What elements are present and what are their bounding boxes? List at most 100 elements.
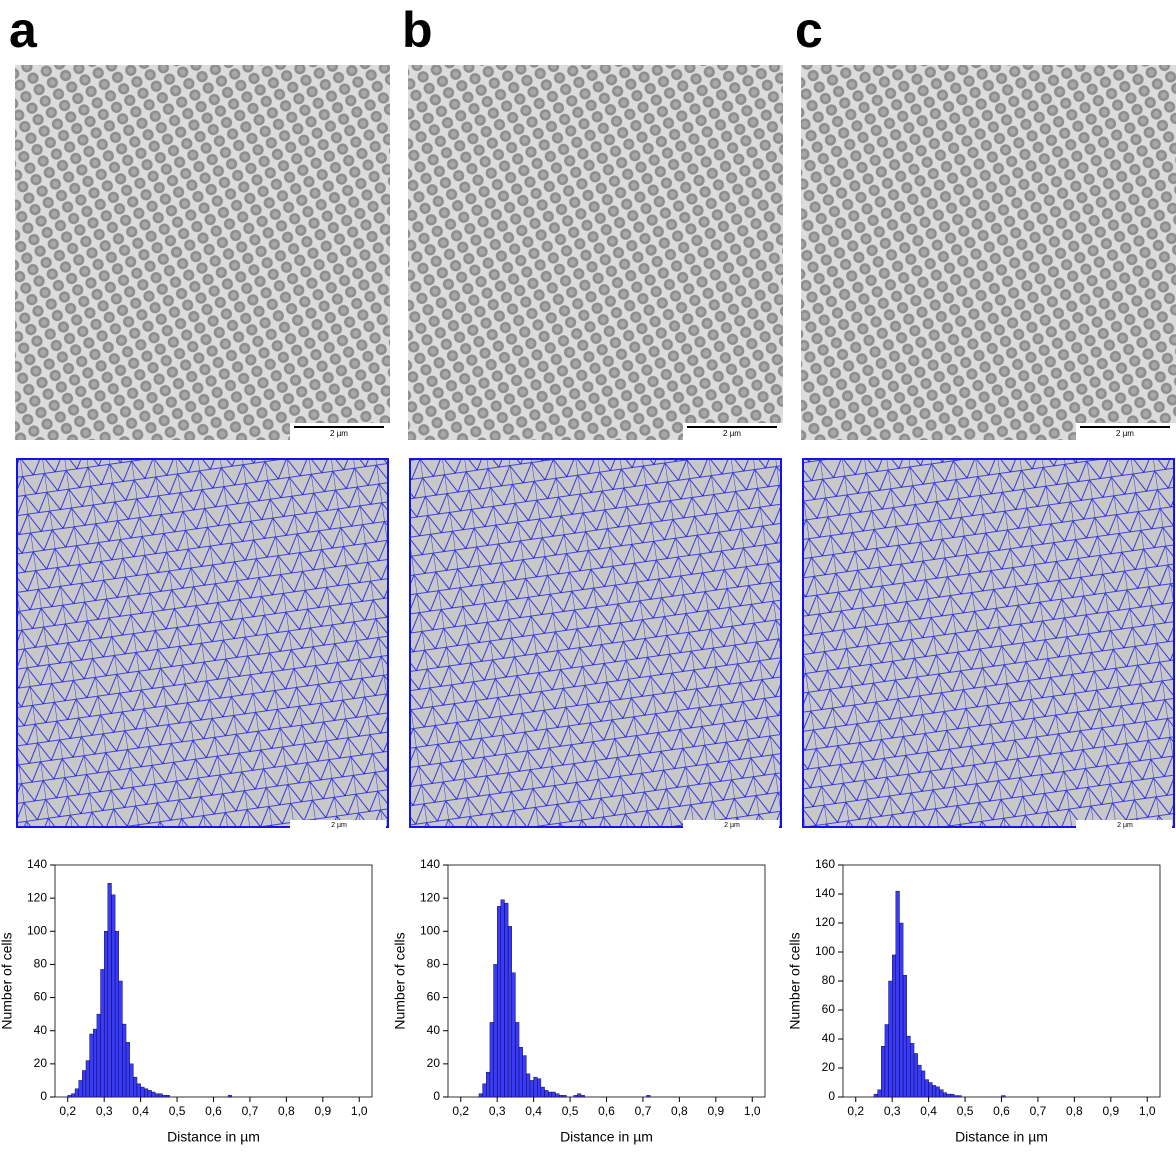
scale-bar-label: 2 µm	[1116, 429, 1134, 438]
bar	[93, 1028, 98, 1098]
bar	[82, 1070, 87, 1098]
bar	[924, 1079, 929, 1098]
bar	[935, 1086, 940, 1098]
x-tick-label: 0,4	[132, 1104, 149, 1118]
x-tick-label: 0,6	[993, 1104, 1010, 1118]
mesh-scale-box	[1076, 820, 1172, 830]
bar	[111, 894, 116, 1098]
y-tick-label: 20	[34, 1056, 48, 1070]
bar	[943, 1092, 948, 1098]
y-tick-label: 140	[815, 886, 835, 900]
bar	[526, 1073, 531, 1098]
bar	[548, 1091, 553, 1098]
bar	[125, 1042, 130, 1098]
mesh-scale-label: 2 µm	[331, 822, 347, 829]
mesh-scale-box	[290, 820, 386, 830]
delaunay-mesh	[409, 458, 782, 828]
bar	[493, 964, 498, 1098]
bar	[486, 1071, 491, 1098]
bar	[85, 1060, 90, 1098]
y-tick-label: 40	[34, 1023, 48, 1037]
bar	[144, 1088, 149, 1098]
bar	[133, 1076, 138, 1098]
panel-label: b	[402, 2, 433, 58]
bar	[573, 1095, 578, 1098]
bar	[932, 1085, 937, 1098]
x-tick-label: 1,0	[744, 1104, 761, 1118]
bar	[67, 1095, 72, 1098]
x-tick-label: 0,2	[452, 1104, 469, 1118]
y-tick-label: 120	[27, 890, 47, 904]
bar	[910, 1043, 915, 1098]
bar	[478, 1093, 483, 1098]
bar	[939, 1089, 944, 1098]
y-axis-label: Number of cells	[0, 932, 15, 1029]
bar	[96, 1013, 101, 1098]
bar	[140, 1086, 145, 1098]
y-tick-label: 100	[420, 923, 440, 937]
bar	[555, 1093, 560, 1098]
bar	[129, 1063, 134, 1098]
x-tick-label: 0,3	[884, 1104, 901, 1118]
y-tick-label: 60	[34, 990, 48, 1004]
bar	[921, 1070, 926, 1098]
y-tick-label: 80	[427, 957, 441, 971]
bar	[881, 1046, 886, 1098]
bar	[888, 980, 893, 1098]
x-tick-label: 0,5	[169, 1104, 186, 1118]
bar	[74, 1088, 79, 1098]
bar	[928, 1082, 933, 1098]
bar	[953, 1095, 958, 1098]
mesh-scale-box	[683, 820, 779, 830]
bar	[551, 1091, 556, 1098]
bar	[504, 902, 509, 1098]
bar	[89, 1033, 94, 1098]
x-tick-label: 1,0	[1139, 1104, 1156, 1118]
bar	[518, 1047, 523, 1098]
bar	[114, 931, 119, 1098]
y-tick-label: 80	[822, 973, 836, 987]
bar	[118, 980, 123, 1098]
y-tick-label: 60	[427, 990, 441, 1004]
bar	[227, 1095, 232, 1098]
bar	[122, 1023, 127, 1098]
bar	[537, 1078, 542, 1098]
bar	[533, 1076, 538, 1098]
bar	[147, 1090, 152, 1098]
bar	[873, 1093, 878, 1098]
mesh-scale-label: 2 µm	[1117, 822, 1133, 829]
bar	[136, 1083, 141, 1098]
bar	[558, 1095, 563, 1098]
bar	[891, 954, 897, 1098]
bar	[902, 975, 907, 1098]
x-tick-label: 0,5	[562, 1104, 579, 1118]
bar	[529, 1080, 534, 1098]
bar	[562, 1095, 567, 1098]
bar	[100, 969, 105, 1098]
x-tick-label: 0,2	[847, 1104, 864, 1118]
bar	[899, 922, 904, 1098]
y-tick-label: 0	[433, 1089, 440, 1103]
bar	[544, 1090, 549, 1098]
bar	[515, 1022, 520, 1098]
y-tick-label: 160	[815, 857, 835, 871]
y-tick-label: 0	[828, 1089, 835, 1103]
bar	[71, 1093, 76, 1098]
bar	[646, 1095, 651, 1098]
delaunay-mesh	[802, 458, 1175, 828]
y-tick-label: 100	[815, 944, 835, 958]
y-tick-label: 140	[420, 857, 440, 871]
bar	[151, 1091, 156, 1098]
bar	[162, 1095, 167, 1098]
delaunay-mesh	[16, 458, 389, 828]
bar	[1001, 1095, 1006, 1098]
bar	[906, 1035, 911, 1098]
bar	[884, 1024, 889, 1098]
bar	[158, 1093, 163, 1098]
x-tick-label: 0,6	[598, 1104, 615, 1118]
x-tick-label: 0,8	[1066, 1104, 1083, 1118]
y-tick-label: 20	[427, 1056, 441, 1070]
bar	[577, 1093, 582, 1098]
x-tick-label: 0,7	[635, 1104, 652, 1118]
y-axis-label: Number of cells	[392, 932, 408, 1029]
